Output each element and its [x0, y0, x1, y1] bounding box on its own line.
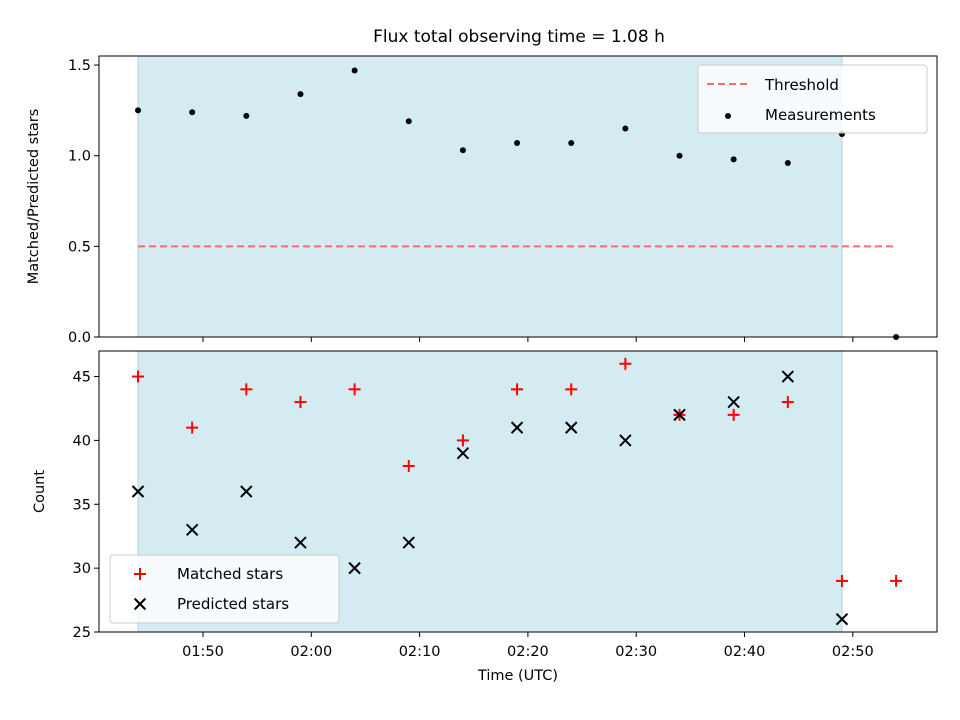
x-tick-label: 01:50 — [182, 644, 224, 660]
axes-frame — [98, 350, 938, 633]
matched-star-point — [456, 434, 469, 447]
legend-measurement-label: Measurements — [765, 106, 876, 124]
predicted-star-point — [456, 446, 470, 460]
y-tick-label: 1.0 — [68, 149, 91, 165]
matched-star-point — [511, 383, 524, 396]
matched-star-point — [727, 408, 740, 421]
predicted-star-point — [240, 485, 253, 498]
measurement-point — [622, 125, 629, 132]
measurement-point — [893, 334, 900, 340]
predicted-star-point — [619, 434, 632, 447]
legend-top: Threshold Measurements — [697, 64, 928, 134]
x-tick-label: 02:50 — [832, 644, 874, 660]
legend-matched-swatch — [134, 568, 146, 580]
x-tick-label: 02:00 — [290, 644, 332, 660]
y-axis-label: Matched/Predicted stars — [26, 109, 42, 285]
y-tick-label: 30 — [73, 561, 91, 577]
matched-star-point — [781, 396, 794, 409]
matched-star-point — [186, 421, 199, 434]
matched-star-point — [402, 459, 415, 472]
y-axis-label: Count — [32, 470, 48, 513]
predicted-star-point — [781, 370, 795, 383]
legend-predicted-label: Predicted stars — [177, 595, 289, 613]
cross-stroke — [727, 395, 740, 409]
predicted-star-point — [727, 395, 740, 409]
chart-title: Flux total observing time = 1.08 h — [373, 27, 665, 47]
measurement-point — [568, 140, 575, 147]
legend-box — [109, 554, 340, 624]
measurement-point — [784, 159, 791, 166]
predicted-star-point — [673, 408, 686, 422]
y-tick-label: 0.5 — [68, 239, 91, 255]
legend-bottom: Matched stars Predicted stars — [109, 554, 340, 624]
predicted-star-point — [348, 561, 361, 575]
predicted-star-point — [185, 523, 199, 537]
axes-frame — [98, 55, 938, 338]
matched-star-point — [132, 370, 145, 383]
matched-star-point — [835, 574, 848, 587]
predicted-star-point — [565, 421, 578, 434]
y-tick-label: 35 — [73, 497, 91, 513]
predicted-star-point — [835, 613, 849, 626]
y-tick-label: 1.5 — [68, 58, 91, 74]
legend-box — [697, 64, 928, 134]
predicted-star-point — [402, 536, 415, 549]
cross-stroke — [133, 597, 147, 611]
x-tick-label: 02:40 — [724, 644, 766, 660]
matched-star-point — [348, 383, 361, 396]
cross-stroke — [294, 536, 307, 549]
measurement-point — [189, 109, 196, 116]
measurement-point — [405, 118, 412, 125]
legend-threshold-label: Threshold — [764, 76, 839, 94]
cross-stroke — [456, 446, 470, 460]
cross-stroke — [131, 485, 145, 498]
cross-stroke — [673, 408, 686, 422]
measurement-point — [514, 140, 521, 147]
matched-star-point — [890, 574, 903, 587]
cross-stroke — [619, 434, 632, 447]
cross-stroke — [348, 561, 361, 575]
measurement-point — [351, 67, 358, 74]
measurement-point — [676, 152, 683, 159]
matched-star-point — [294, 396, 307, 409]
matched-star-point — [619, 357, 632, 370]
legend-predicted-swatch — [133, 597, 147, 611]
measurement-point — [730, 156, 737, 163]
cross-stroke — [402, 536, 415, 549]
y-tick-label: 0.0 — [68, 330, 91, 346]
cross-stroke — [781, 370, 795, 383]
legend-matched-label: Matched stars — [177, 565, 283, 583]
y-tick-label: 25 — [73, 625, 91, 641]
x-tick-label: 02:30 — [615, 644, 657, 660]
y-tick-label: 40 — [73, 433, 91, 449]
measurement-point — [297, 91, 304, 98]
cross-stroke — [835, 613, 849, 626]
cross-stroke — [565, 421, 578, 434]
y-tick-label: 45 — [73, 370, 91, 386]
measurement-point — [135, 107, 142, 114]
legend-measurement-swatch — [725, 113, 731, 119]
bottom-plot: 25 30 35 40 45 01:50 02:00 02:10 02:20 02:30 02:40… — [32, 350, 938, 684]
x-axis-label: Time (UTC) — [477, 668, 558, 684]
cross-stroke — [185, 523, 199, 537]
cross-stroke — [240, 485, 253, 498]
x-tick-label: 02:20 — [507, 644, 549, 660]
matched-star-point — [240, 383, 253, 396]
matched-star-point — [565, 383, 578, 396]
measurement-point — [243, 112, 250, 119]
predicted-star-point — [510, 421, 524, 434]
cross-stroke — [510, 421, 524, 434]
predicted-star-point — [131, 485, 145, 498]
top-plot: 0.0 0.5 1.0 1.5 Matched/Predicted stars Thres… — [26, 55, 938, 346]
predicted-star-point — [294, 536, 307, 549]
x-tick-label: 02:10 — [399, 644, 441, 660]
measurement-point — [459, 147, 466, 154]
